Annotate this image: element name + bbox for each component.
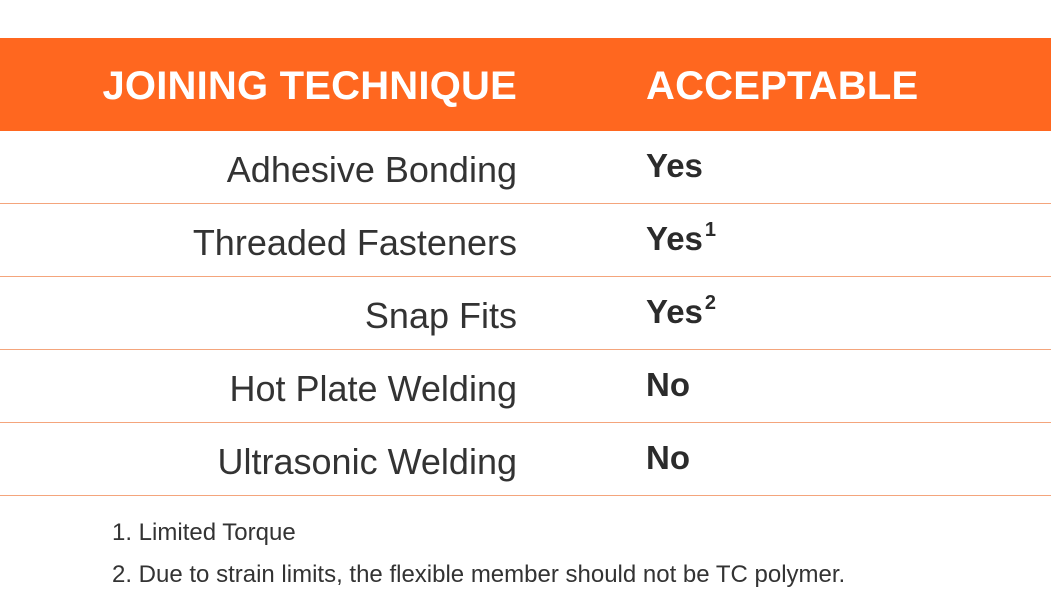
acceptable-cell: Yes 2 [646,292,716,335]
table-row: Snap Fits Yes 2 [0,277,1051,350]
acceptable-value: No [646,365,690,403]
technique-cell: Threaded Fasteners [192,222,517,263]
table-row: Ultrasonic Welding No [0,423,1051,496]
table-row: Adhesive Bonding Yes [0,131,1051,204]
acceptable-value: Yes [646,292,703,330]
technique-cell: Adhesive Bonding [226,149,517,190]
acceptable-value: Yes [646,219,703,257]
acceptable-cell: Yes 1 [646,219,716,262]
footnote-marker: 2 [704,291,717,314]
footnote-strain-limits: 2. Due to strain limits, the flexible me… [112,561,846,588]
acceptable-cell: No [646,438,692,481]
joining-techniques-table: JOINING TECHNIQUE ACCEPTABLE Adhesive Bo… [0,38,1051,496]
header-acceptable: ACCEPTABLE [646,64,919,108]
table-header-row: JOINING TECHNIQUE ACCEPTABLE [0,38,1051,131]
acceptable-value: No [646,438,690,476]
footnotes: 1. Limited Torque 2. Due to strain limit… [112,515,845,599]
technique-cell: Snap Fits [364,295,517,336]
header-joining-technique: JOINING TECHNIQUE [102,64,517,108]
technique-cell: Hot Plate Welding [229,368,518,409]
footnote-marker: 1 [704,218,717,241]
table-row: Hot Plate Welding No [0,350,1051,423]
acceptable-cell: Yes [646,146,705,189]
acceptable-cell: No [646,365,692,408]
technique-cell: Ultrasonic Welding [217,441,517,482]
footnote-limited-torque: 1. Limited Torque [112,519,296,546]
table-row: Threaded Fasteners Yes 1 [0,204,1051,277]
acceptable-value: Yes [646,146,703,184]
